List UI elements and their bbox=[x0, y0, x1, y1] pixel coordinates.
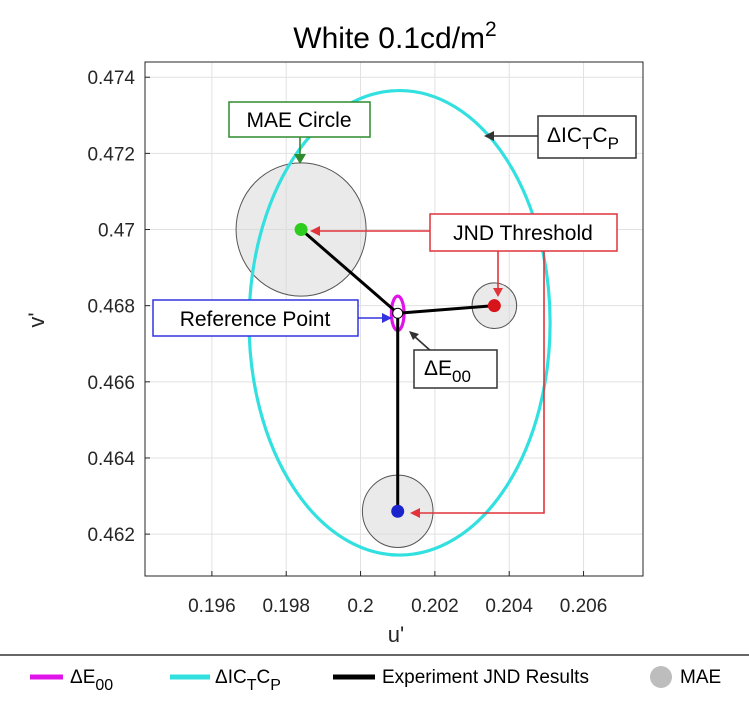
x-tick-label-2: 0.2 bbox=[347, 596, 373, 617]
annotation-de00-sub: 00 bbox=[452, 367, 471, 386]
x-tick-label-5: 0.206 bbox=[560, 596, 608, 617]
annotation-jnd-threshold: JND Threshold bbox=[429, 213, 618, 252]
annotation-reference-point-text: Reference Point bbox=[180, 308, 331, 331]
jnd-arrow-blue bbox=[418, 251, 545, 514]
annotation-de00-part1: ΔE bbox=[424, 357, 452, 380]
y-tick-label-2: 0.466 bbox=[87, 373, 135, 394]
y-tick-label-5: 0.472 bbox=[87, 144, 135, 165]
jnd-point-2 bbox=[391, 504, 405, 518]
ictcp-arrowhead bbox=[484, 131, 494, 141]
chart-title-main: White 0.1cd/m bbox=[293, 22, 485, 55]
annotation-reference-point-box bbox=[152, 299, 359, 337]
y-tick-label-3: 0.468 bbox=[87, 297, 135, 318]
annotation-jnd-threshold-box bbox=[429, 213, 618, 252]
plot-frame bbox=[144, 61, 644, 577]
legend-label-ictcp-part2: C bbox=[256, 667, 270, 688]
annotation-ictcp: ΔICTCP bbox=[537, 115, 637, 159]
jnd-lines bbox=[300, 228, 495, 512]
annotation-jnd-threshold-text: JND Threshold bbox=[453, 222, 593, 245]
legend-label-de00-sub: 00 bbox=[95, 677, 113, 694]
x-tick-label-1: 0.198 bbox=[262, 596, 310, 617]
x-tick-label-4: 0.204 bbox=[485, 596, 533, 617]
jnd-point-0 bbox=[294, 223, 308, 237]
legend: ΔE00 ΔICTCP Experiment JND Results MAE bbox=[0, 654, 749, 694]
jnd-point-1 bbox=[487, 299, 501, 313]
annotation-ictcp-part2: C bbox=[592, 124, 607, 147]
reference-point bbox=[392, 307, 404, 319]
jnd-line-1 bbox=[397, 304, 495, 315]
legend-label-ictcp: ΔICTCP bbox=[215, 667, 281, 694]
x-tick-label-0: 0.196 bbox=[188, 596, 236, 617]
annotation-ictcp-text: ΔICTCP bbox=[547, 124, 619, 153]
annotation-ictcp-sub2: P bbox=[608, 134, 619, 153]
y-tick-label-6: 0.474 bbox=[87, 68, 135, 89]
legend-label-ictcp-sub2: P bbox=[270, 677, 281, 694]
annotation-ictcp-sub1: T bbox=[582, 134, 592, 153]
x-tick-label-3: 0.202 bbox=[411, 596, 459, 617]
y-tick-label-4: 0.47 bbox=[98, 221, 135, 242]
reference-arrowhead bbox=[382, 313, 392, 323]
annotation-mae-circle-box bbox=[228, 101, 371, 138]
annotation-ictcp-box bbox=[537, 115, 637, 159]
annotation-de00: ΔE00 bbox=[413, 349, 498, 389]
annotation-ictcp-part1: ΔIC bbox=[547, 124, 582, 147]
y-tick-label-1: 0.464 bbox=[87, 449, 135, 470]
legend-label-ictcp-part1: ΔIC bbox=[215, 667, 247, 688]
chart-title-superscript: 2 bbox=[485, 18, 497, 41]
legend-swatch-mae bbox=[650, 666, 672, 688]
jnd-arrowhead-red bbox=[493, 288, 503, 297]
legend-label-jnd: Experiment JND Results bbox=[382, 667, 589, 688]
mae-circle-arrowhead bbox=[294, 154, 306, 164]
chart-title: White 0.1cd/m2 bbox=[293, 18, 496, 55]
annotation-mae-circle-text: MAE Circle bbox=[246, 109, 351, 132]
x-ticks: 0.196 0.198 0.2 0.202 0.204 0.206 bbox=[188, 571, 607, 617]
jnd-line-0 bbox=[300, 228, 399, 315]
annotation-de00-box bbox=[413, 349, 498, 389]
legend-label-de00-main: ΔE bbox=[70, 667, 95, 688]
x-axis-label: u' bbox=[388, 622, 404, 647]
legend-label-de00: ΔE00 bbox=[70, 667, 113, 694]
y-tick-label-0: 0.462 bbox=[87, 525, 135, 546]
legend-label-mae: MAE bbox=[680, 667, 721, 688]
y-ticks: 0.462 0.464 0.466 0.468 0.47 0.472 0.474 bbox=[87, 68, 150, 546]
legend-label-ictcp-sub1: T bbox=[247, 677, 257, 694]
jnd-arrowhead-blue bbox=[410, 508, 420, 518]
y-axis-label: v' bbox=[24, 312, 49, 327]
annotation-mae-circle: MAE Circle bbox=[228, 101, 371, 138]
jnd-arrowhead-green bbox=[310, 226, 320, 236]
annotation-reference-point: Reference Point bbox=[152, 299, 359, 337]
annotation-de00-text: ΔE00 bbox=[424, 357, 471, 386]
de00-arrowhead bbox=[409, 331, 419, 340]
annotation-arrows bbox=[294, 131, 545, 518]
points bbox=[294, 223, 501, 518]
